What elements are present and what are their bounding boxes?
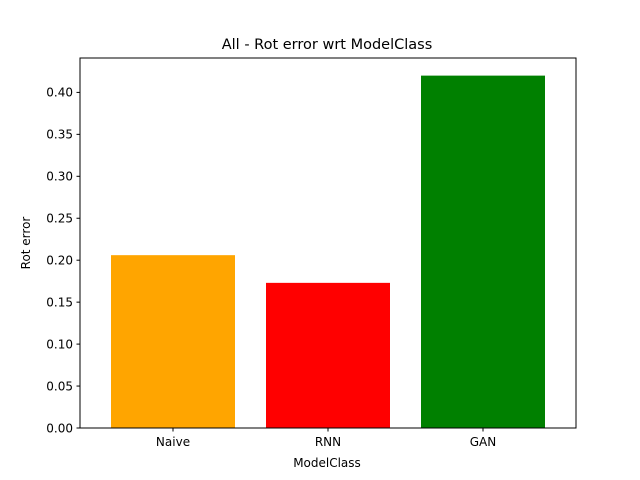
y-tick-label: 0.30	[46, 170, 73, 184]
y-tick-label: 0.15	[46, 295, 73, 309]
y-tick-label: 0.25	[46, 212, 73, 226]
x-axis-label: ModelClass	[293, 456, 361, 470]
bar-naive	[111, 255, 235, 428]
y-tick-label: 0.20	[46, 253, 73, 267]
y-axis-label: Rot error	[19, 217, 33, 270]
chart-title: All - Rot error wrt ModelClass	[222, 37, 433, 53]
y-axis: 0.00 0.05 0.10 0.15 0.20 0.25 0.30 0.35 0.40	[46, 86, 80, 435]
bars	[111, 75, 545, 428]
bar-gan	[421, 75, 545, 428]
y-tick-label: 0.35	[46, 128, 73, 142]
bar-rnn	[266, 282, 390, 428]
y-tick-label: 0.10	[46, 337, 73, 351]
x-tick-label-rnn: RNN	[315, 435, 341, 449]
y-tick-label: 0.05	[46, 379, 73, 393]
y-tick-label: 0.40	[46, 86, 73, 100]
x-axis: Naive RNN GAN	[156, 428, 496, 449]
x-tick-label-gan: GAN	[470, 435, 496, 449]
y-tick-label: 0.00	[46, 421, 73, 435]
x-tick-label-naive: Naive	[156, 435, 190, 449]
